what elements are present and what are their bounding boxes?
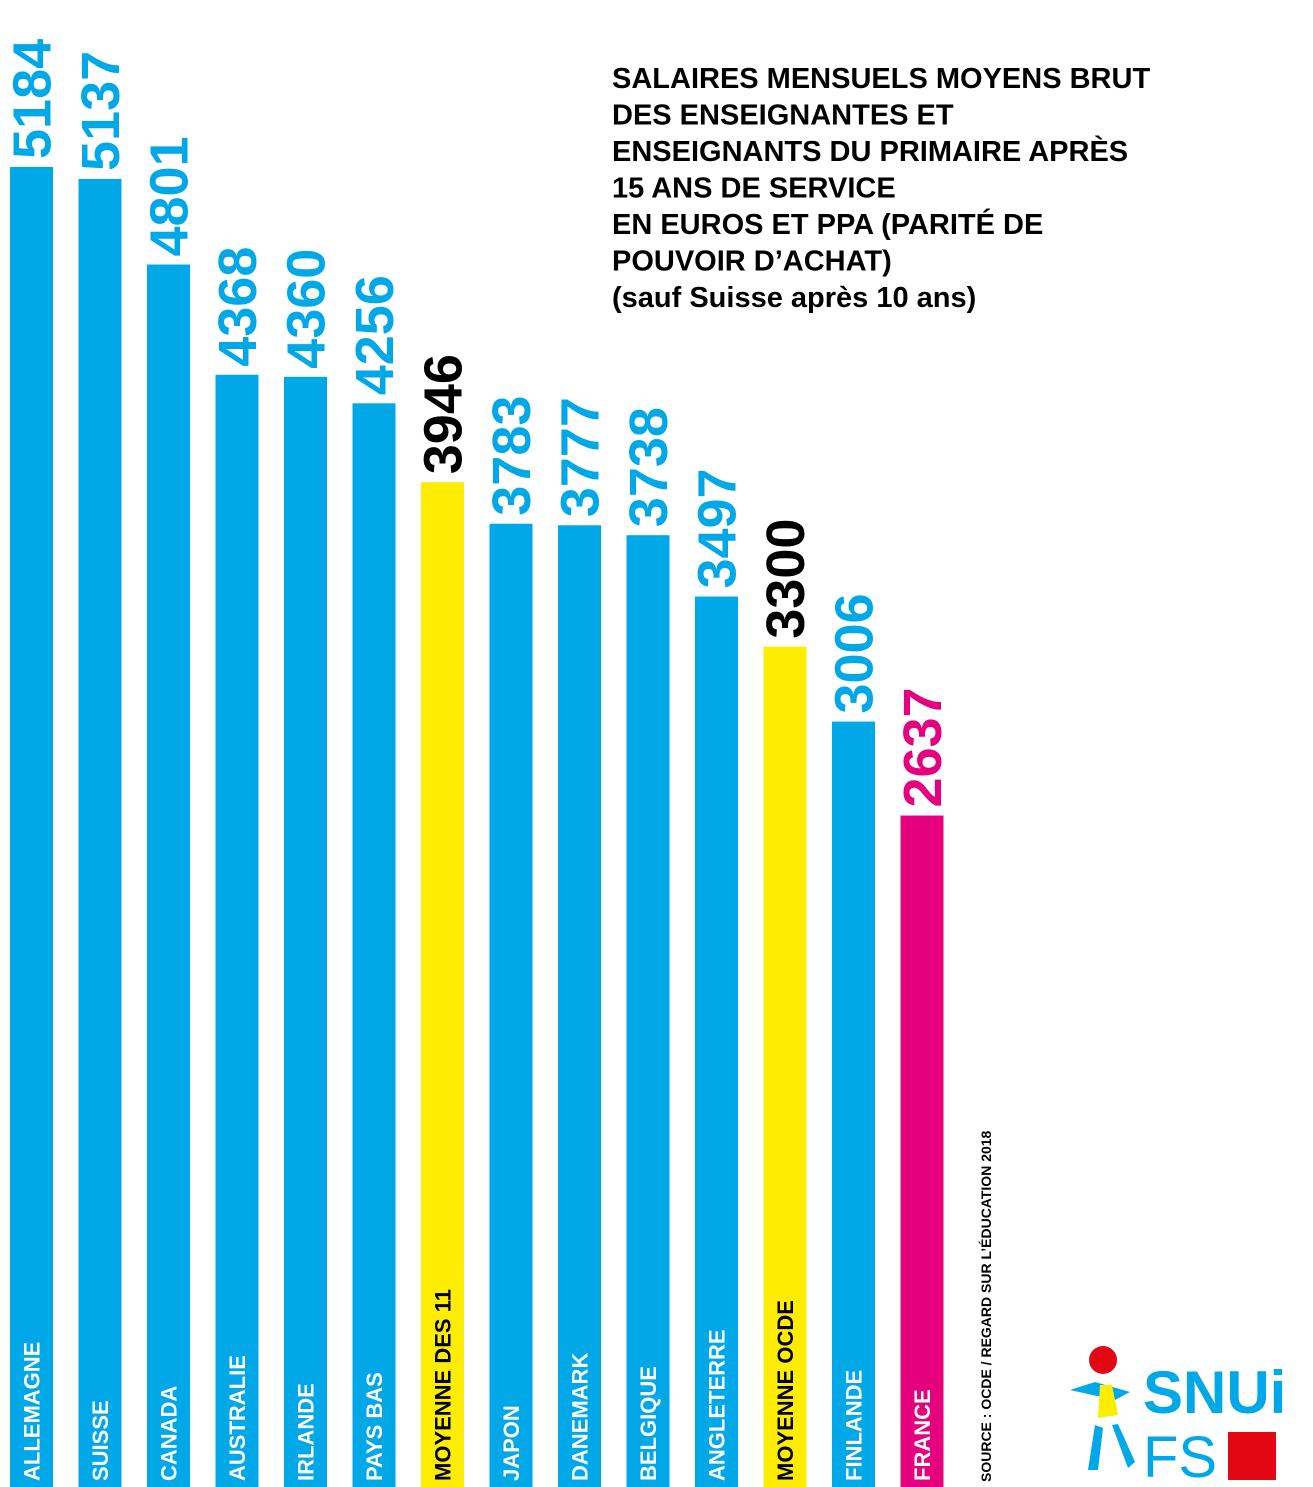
value-label: 3946 [414, 354, 474, 474]
category-label: SUISSE [88, 1400, 113, 1481]
source: SOURCE : OCDE / REGARD SUR L’ÉDUCATION 2… [978, 1130, 994, 1482]
category-label: ANGLETERRE [705, 1329, 730, 1481]
title: SALAIRES MENSUELS MOYENS BRUT DES ENSEIGN… [612, 63, 1150, 314]
category-label: DANEMARK [568, 1353, 593, 1481]
bar [695, 596, 738, 1487]
category-label: ALLEMAGNE [20, 1342, 45, 1481]
category-label: BELGIQUE [636, 1366, 661, 1481]
value-label: 3777 [551, 397, 611, 517]
category-label: JAPON [499, 1405, 524, 1481]
value-label: 4801 [140, 136, 200, 256]
value-label: 4360 [277, 249, 337, 369]
value-label: 5137 [71, 51, 131, 171]
logo-legs [1088, 1424, 1135, 1470]
category-label: CANADA [157, 1386, 182, 1481]
category-label: PAYS BAS [362, 1372, 387, 1481]
logo-head [1089, 1346, 1117, 1374]
value-label: 5184 [3, 39, 63, 159]
logo: SNUi FS [1070, 1346, 1286, 1487]
bar [763, 646, 807, 1487]
category-label: IRLANDE [294, 1383, 319, 1481]
category-label: MOYENNE DES 11 [431, 1289, 456, 1481]
bar [78, 178, 122, 1487]
value-label: 2637 [893, 687, 953, 807]
bar [10, 167, 53, 1487]
title-line: 15 ANS DE SERVICE [612, 173, 896, 205]
bar [284, 376, 327, 1487]
bar [900, 815, 944, 1487]
value-label: 4256 [345, 275, 405, 395]
bar [558, 525, 601, 1487]
value-label: 3497 [688, 468, 748, 588]
category-label: FRANCE [910, 1389, 935, 1481]
logo-text: FS [1143, 1425, 1217, 1487]
bar [489, 523, 533, 1487]
title-line: EN EUROS ET PPA (PARITÉ DE [612, 207, 1043, 241]
bar [352, 403, 396, 1487]
value-label: 3006 [825, 593, 885, 713]
bar [215, 374, 259, 1487]
value-label: 3783 [482, 396, 542, 516]
value-label: 3300 [756, 519, 816, 639]
logo-badge [1228, 1432, 1276, 1480]
logo-text: SNUi [1143, 1359, 1286, 1426]
title-line: POUVOIR D’ACHAT) [612, 246, 892, 278]
bar [147, 264, 190, 1487]
category-label: FINLANDE [842, 1370, 867, 1481]
value-label: 4368 [208, 247, 268, 367]
title-line: (sauf Suisse après 10 ans) [612, 282, 976, 314]
title-line: DES ENSEIGNANTES ET [612, 100, 954, 132]
logo-body [1098, 1385, 1118, 1418]
title-line: SALAIRES MENSUELS MOYENS BRUT [612, 63, 1150, 95]
value-label: 3738 [619, 407, 679, 527]
title-line: ENSEIGNANTS DU PRIMAIRE APRÈS [612, 134, 1128, 168]
category-label: AUSTRALIE [225, 1355, 250, 1481]
bar [626, 535, 670, 1487]
category-label: MOYENNE OCDE [773, 1300, 798, 1481]
bar [421, 482, 464, 1487]
bar [832, 721, 875, 1487]
